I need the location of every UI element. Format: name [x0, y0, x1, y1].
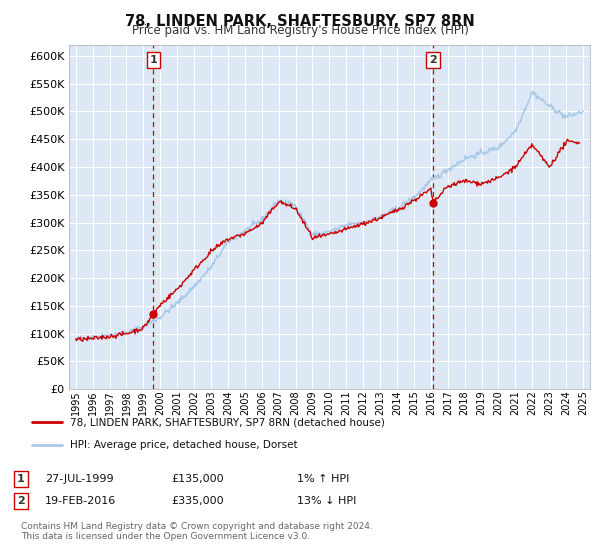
Text: 27-JUL-1999: 27-JUL-1999 — [45, 474, 113, 484]
Text: 2: 2 — [17, 496, 25, 506]
Text: Contains HM Land Registry data © Crown copyright and database right 2024.
This d: Contains HM Land Registry data © Crown c… — [21, 522, 373, 542]
Text: 13% ↓ HPI: 13% ↓ HPI — [297, 496, 356, 506]
Text: £135,000: £135,000 — [171, 474, 224, 484]
Text: 78, LINDEN PARK, SHAFTESBURY, SP7 8RN: 78, LINDEN PARK, SHAFTESBURY, SP7 8RN — [125, 14, 475, 29]
Text: 2: 2 — [429, 55, 437, 65]
Text: 19-FEB-2016: 19-FEB-2016 — [45, 496, 116, 506]
Text: HPI: Average price, detached house, Dorset: HPI: Average price, detached house, Dors… — [70, 440, 298, 450]
Text: 78, LINDEN PARK, SHAFTESBURY, SP7 8RN (detached house): 78, LINDEN PARK, SHAFTESBURY, SP7 8RN (d… — [70, 417, 385, 427]
Text: 1: 1 — [17, 474, 25, 484]
Text: 1: 1 — [149, 55, 157, 65]
Text: £335,000: £335,000 — [171, 496, 224, 506]
Text: 1% ↑ HPI: 1% ↑ HPI — [297, 474, 349, 484]
Text: Price paid vs. HM Land Registry's House Price Index (HPI): Price paid vs. HM Land Registry's House … — [131, 24, 469, 37]
